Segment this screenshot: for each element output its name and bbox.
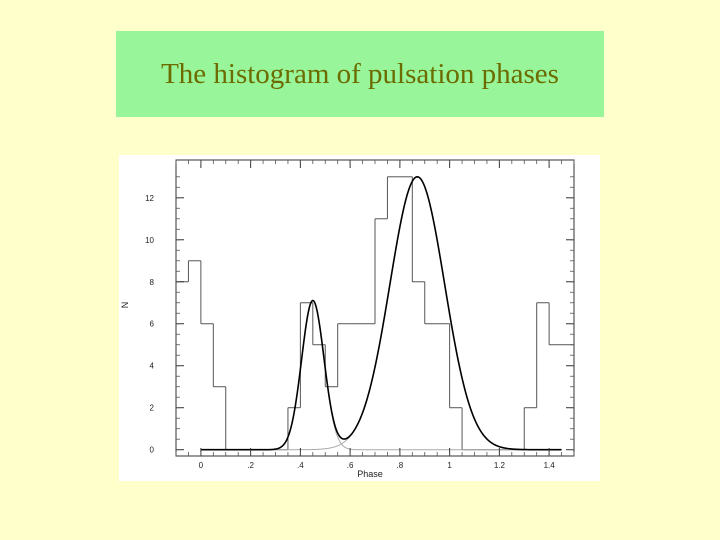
x-tick-label: .4 (297, 461, 304, 470)
y-tick-label: 12 (145, 194, 154, 203)
y-tick-label: 0 (150, 446, 155, 455)
chart-background (119, 155, 600, 481)
y-tick-label: 10 (145, 236, 154, 245)
y-axis-label: N (120, 302, 130, 309)
slide-title: The histogram of pulsation phases (161, 57, 559, 90)
x-tick-label: 1 (447, 461, 452, 470)
fit-layer (200, 175, 562, 451)
histogram-chart: 0 .2 .4 .6 .8 1 1.2 1.4 0 2 4 6 8 10 12 Phase N (119, 155, 600, 481)
x-tick-label: 1.4 (544, 461, 556, 470)
fit-total-curve (200, 175, 562, 451)
x-tick-label: 1.2 (494, 461, 506, 470)
axis-layer: 0 .2 .4 .6 .8 1 1.2 1.4 0 2 4 6 8 10 12 (145, 160, 575, 470)
y-tick-label: 8 (150, 278, 155, 287)
y-tick-label: 6 (150, 320, 155, 329)
chart-frame: 0 .2 .4 .6 .8 1 1.2 1.4 0 2 4 6 8 10 12 Phase N (119, 155, 600, 481)
slide-title-box: The histogram of pulsation phases (116, 31, 604, 117)
x-tick-label: 0 (199, 461, 204, 470)
x-tick-label: .2 (247, 461, 254, 470)
x-tick-label: .6 (347, 461, 354, 470)
y-tick-label: 2 (150, 404, 155, 413)
y-tick-label: 4 (150, 362, 155, 371)
x-tick-label: .8 (397, 461, 404, 470)
x-axis-label: Phase (357, 469, 383, 479)
